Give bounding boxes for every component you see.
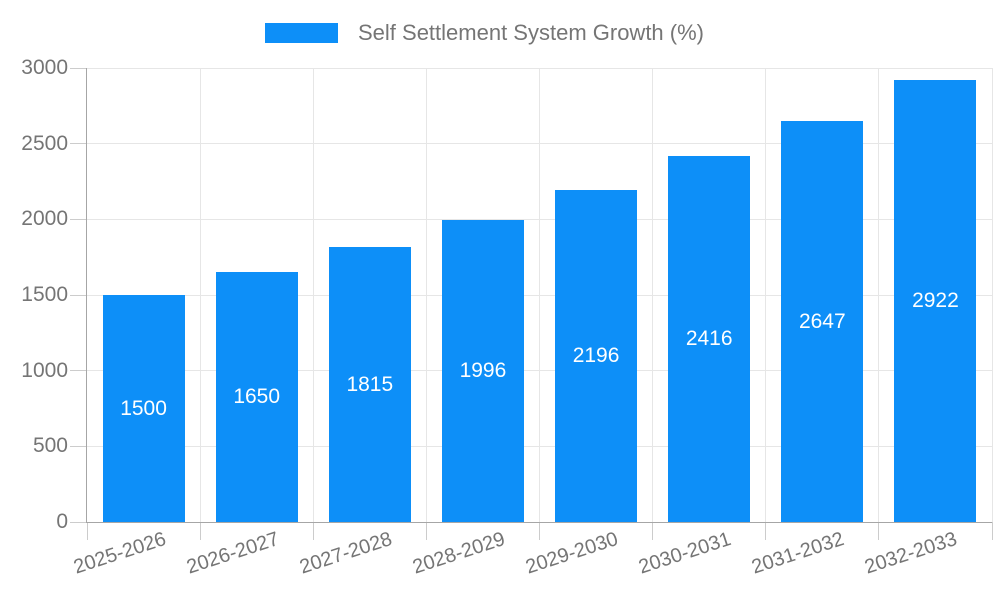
- bar-value-label: 1650: [233, 385, 281, 409]
- bar[interactable]: [441, 219, 524, 522]
- v-gridline: [425, 68, 427, 522]
- bar[interactable]: [328, 247, 411, 522]
- x-axis-tick: [539, 522, 540, 540]
- bar-value-label: 2416: [685, 327, 733, 351]
- y-axis-line: [86, 68, 87, 523]
- y-axis-tick: [70, 445, 87, 447]
- v-gridline: [652, 68, 654, 522]
- bar[interactable]: [555, 189, 638, 522]
- legend-label: Self Settlement System Growth (%): [358, 20, 704, 45]
- y-axis-tick: [70, 370, 87, 372]
- bar-value-label: 1500: [120, 396, 167, 420]
- y-axis-tick: [70, 67, 87, 69]
- bar[interactable]: [215, 272, 298, 522]
- bar-value-label: 2647: [798, 309, 846, 333]
- y-axis-tick: [70, 521, 87, 523]
- bar-value-label: 2922: [912, 288, 959, 312]
- y-axis-tick: [70, 294, 87, 296]
- bar[interactable]: [102, 295, 185, 522]
- y-axis-tick: [70, 218, 87, 220]
- y-axis-label: 2500: [21, 131, 68, 155]
- x-axis-tick: [652, 522, 654, 540]
- x-axis-tick: [199, 522, 201, 540]
- y-axis-label: 500: [32, 434, 68, 458]
- v-gridline: [765, 68, 767, 522]
- v-gridline: [539, 68, 540, 522]
- y-axis-label: 0: [56, 510, 68, 533]
- x-axis-tick: [86, 522, 88, 540]
- bar-value-label: 1815: [346, 372, 394, 396]
- v-gridline: [991, 68, 993, 522]
- chart-legend: Self Settlement System Growth (%): [265, 22, 704, 44]
- x-axis-tick: [312, 522, 314, 540]
- bar[interactable]: [894, 79, 977, 522]
- x-axis-line: [87, 521, 992, 523]
- v-gridline: [878, 68, 880, 522]
- y-axis-tick: [70, 143, 87, 145]
- x-axis-tick: [878, 522, 880, 540]
- legend-swatch: [265, 23, 338, 43]
- y-axis-label: 3000: [21, 56, 68, 79]
- bar-value-label: 2196: [572, 343, 620, 367]
- bar[interactable]: [668, 156, 751, 522]
- v-gridline: [312, 68, 314, 522]
- x-axis-tick: [991, 522, 993, 540]
- v-gridline: [199, 68, 201, 522]
- x-axis-tick: [765, 522, 767, 540]
- y-axis-label: 1500: [21, 283, 68, 306]
- bar[interactable]: [781, 121, 864, 522]
- x-axis-tick: [425, 522, 427, 540]
- bar-value-label: 1996: [459, 358, 507, 382]
- y-axis-label: 2000: [21, 207, 68, 231]
- y-axis-label: 1000: [21, 358, 68, 382]
